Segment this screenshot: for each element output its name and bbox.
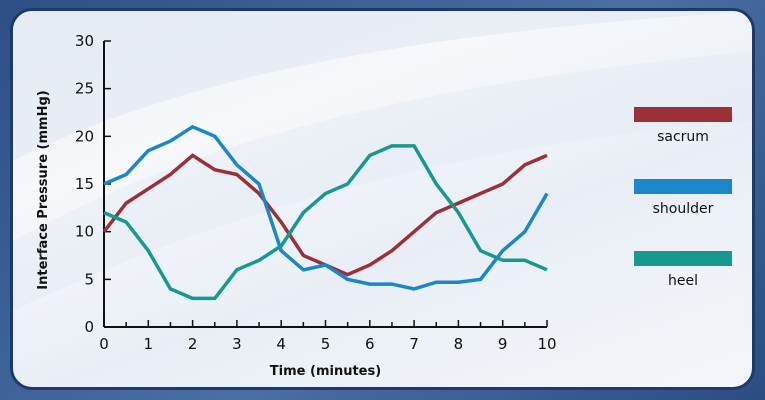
legend: sacrum shoulder heel (634, 107, 732, 289)
legend-label-shoulder: shoulder (653, 201, 714, 217)
x-tick-label: 6 (365, 335, 375, 353)
y-tick-label: 5 (84, 270, 94, 288)
legend-label-heel: heel (668, 273, 698, 289)
y-tick-label: 20 (75, 127, 94, 145)
y-tick-label: 30 (75, 32, 94, 50)
series-line-heel (103, 144, 548, 301)
x-tick-label: 7 (409, 335, 419, 353)
legend-swatch-heel (634, 251, 732, 266)
decorative-swoosh (13, 11, 752, 311)
y-axis-label: Interface Pressure (mmHg) (36, 90, 51, 289)
x-tick-label: 8 (454, 335, 464, 353)
x-tick-label: 0 (99, 335, 109, 353)
y-tick-label: 10 (75, 223, 94, 241)
y-tick-label: 25 (75, 80, 94, 98)
plot-area: 0 1 2 3 4 5 6 7 8 9 10 0 5 10 15 20 25 30 (75, 32, 557, 353)
series-line-sacrum (102, 153, 548, 277)
legend-label-sacrum: sacrum (657, 129, 709, 145)
x-tick-label: 9 (498, 335, 508, 353)
y-tick-label: 0 (84, 318, 94, 336)
x-tick-label: 5 (321, 335, 331, 353)
x-tick-label: 10 (537, 335, 556, 353)
x-tick-label: 1 (144, 335, 154, 353)
x-tick-label: 3 (232, 335, 242, 353)
line-chart: 0 1 2 3 4 5 6 7 8 9 10 0 5 10 15 20 25 30 Interface Press… (36, 32, 732, 379)
y-tick-label: 15 (75, 175, 94, 193)
x-axis-label: Time (minutes) (270, 364, 381, 379)
series-line-shoulder (103, 124, 549, 291)
legend-swatch-sacrum (634, 107, 732, 122)
chart-panel: 0 1 2 3 4 5 6 7 8 9 10 0 5 10 15 20 25 30 Interface Press… (10, 8, 755, 390)
x-tick-label: 2 (188, 335, 198, 353)
x-tick-label: 4 (276, 335, 286, 353)
legend-swatch-shoulder (634, 179, 732, 194)
